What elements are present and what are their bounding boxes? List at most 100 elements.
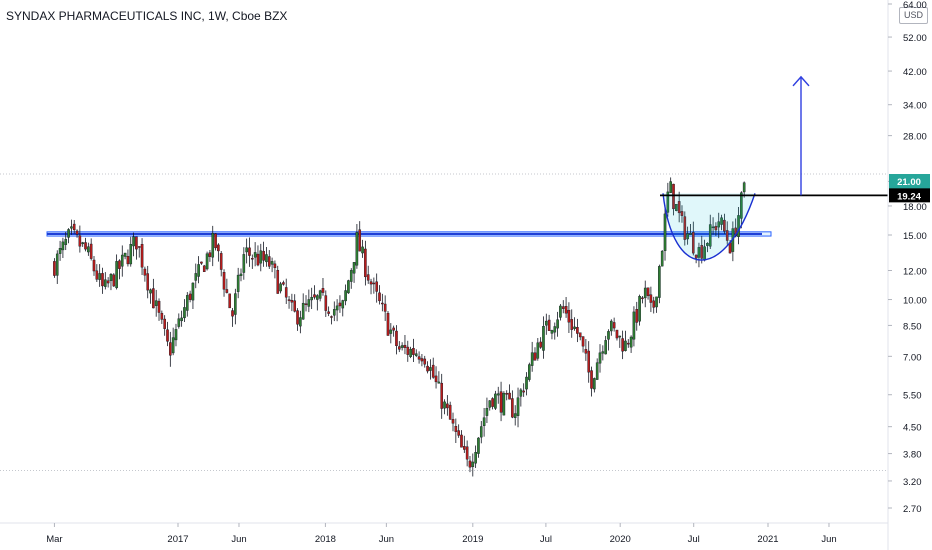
candle — [496, 386, 500, 404]
candle — [675, 204, 678, 212]
candle-body — [369, 281, 373, 285]
candle — [440, 373, 444, 419]
candle — [680, 205, 684, 223]
candle-body — [174, 329, 178, 341]
candle-body — [321, 288, 325, 293]
candle — [550, 329, 554, 340]
candle — [344, 284, 347, 306]
candle-body — [725, 230, 729, 241]
candle — [689, 224, 692, 235]
candle-body — [675, 204, 678, 211]
candle-body — [595, 362, 599, 380]
candle — [414, 349, 418, 358]
candle-body — [714, 225, 718, 231]
candle — [81, 241, 84, 247]
candle — [516, 387, 520, 428]
candle-body — [293, 300, 297, 312]
price-axis[interactable]: 64.00 52.00 42.00 34.00 28.00 21.00 18.00 15.00… — [888, 0, 927, 515]
candle — [663, 205, 667, 261]
candle-body — [304, 303, 308, 305]
y-tick-label: 3.20 — [903, 477, 922, 488]
candle — [423, 355, 427, 368]
candle — [522, 383, 525, 397]
candle-body — [126, 256, 130, 265]
y-tick-label: 2.70 — [903, 504, 922, 515]
candle-body — [143, 268, 147, 276]
candle-body — [135, 236, 138, 250]
candle — [284, 278, 288, 304]
candle — [101, 267, 104, 294]
candle-body — [109, 274, 113, 281]
candle-body — [708, 224, 712, 247]
candle — [53, 258, 56, 278]
candle-body — [310, 296, 313, 301]
candle — [420, 354, 424, 367]
candle-body — [683, 216, 687, 240]
candle — [301, 293, 305, 320]
candle — [474, 445, 477, 468]
candle — [463, 435, 466, 453]
candle — [584, 339, 588, 361]
candle — [559, 303, 562, 321]
candle-body — [660, 250, 664, 267]
candle-body — [330, 316, 333, 318]
candle — [149, 288, 152, 304]
candle — [106, 277, 110, 288]
candle — [646, 287, 650, 300]
candle-body — [61, 241, 65, 251]
candle — [624, 330, 627, 352]
candle — [403, 335, 407, 355]
candle-body — [601, 351, 605, 354]
candle-body — [431, 364, 435, 378]
currency-badge[interactable]: USD — [899, 7, 928, 24]
candle — [253, 242, 257, 267]
candle — [672, 183, 675, 216]
candle-body — [604, 340, 607, 355]
candle-body — [55, 253, 59, 276]
candle — [570, 309, 574, 338]
candle — [89, 238, 93, 261]
candle — [316, 294, 319, 311]
candle — [499, 381, 503, 422]
candle — [643, 280, 647, 308]
candle — [194, 263, 198, 289]
candle-body — [375, 281, 378, 292]
candle-body — [332, 309, 336, 316]
candle-body — [720, 217, 723, 225]
candle — [242, 247, 246, 280]
candle-body — [231, 310, 234, 317]
candle — [262, 241, 265, 267]
candle — [426, 361, 429, 374]
cup-fill — [663, 193, 755, 261]
candle-body — [502, 392, 506, 416]
x-tick-label: Jul — [688, 534, 700, 545]
candle-body — [400, 345, 404, 348]
candle — [677, 191, 681, 223]
candle-body — [296, 310, 299, 325]
candle — [505, 390, 509, 401]
candle — [381, 293, 384, 312]
time-axis[interactable]: Mar 2017 Jun 2018 Jun 2019 Jul 2020 Jul 2021 Jun — [46, 523, 837, 545]
y-tick-label: 52.00 — [903, 33, 927, 44]
candle-body — [180, 317, 183, 322]
candle — [454, 418, 458, 444]
candle-body — [228, 293, 231, 309]
candle-body — [672, 183, 675, 210]
candle — [330, 315, 333, 325]
candle — [641, 296, 644, 304]
candle-body — [157, 300, 161, 313]
candle — [660, 250, 664, 267]
candle — [508, 384, 511, 400]
x-tick-label: Jun — [821, 534, 836, 545]
y-tick-label: 18.00 — [903, 202, 927, 213]
candle — [307, 289, 311, 313]
candle-body — [581, 336, 585, 347]
candle — [573, 317, 576, 331]
candle — [655, 296, 658, 313]
candle-body — [658, 266, 661, 298]
candle — [364, 240, 367, 286]
candle-body — [366, 274, 370, 281]
candle-body — [239, 273, 243, 276]
candle — [279, 281, 282, 294]
